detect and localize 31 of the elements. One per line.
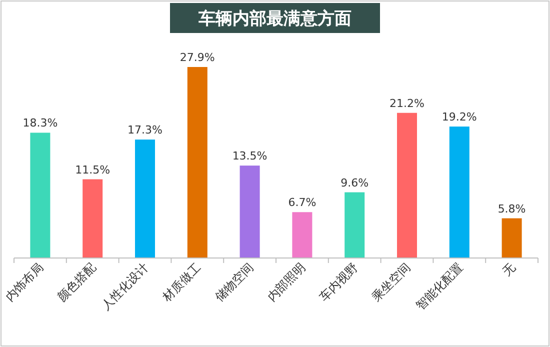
data-label: 13.5% — [232, 150, 268, 163]
chart-title: 车辆内部最满意方面 — [198, 9, 352, 29]
data-label: 27.9% — [180, 51, 215, 64]
data-label: 19.2% — [442, 110, 477, 124]
data-label: 11.5% — [75, 163, 110, 176]
x-tick-label: 内部照明 — [264, 260, 308, 304]
x-tick-label: 人性化设计 — [98, 260, 152, 313]
x-tick-label: 储物空间 — [212, 260, 256, 304]
x-tick-label: 内饰布局 — [2, 260, 46, 304]
x-tick-label: 智能化配置 — [413, 260, 466, 313]
bar — [344, 192, 365, 258]
data-label: 17.3% — [128, 124, 162, 137]
data-label: 5.8% — [498, 202, 526, 216]
data-label: 21.2% — [390, 96, 424, 110]
x-tick-label: 无 — [500, 260, 518, 279]
bar — [82, 179, 103, 258]
x-tick-label: 车内视野 — [316, 260, 361, 304]
bar — [187, 67, 208, 258]
bar — [135, 140, 155, 258]
bar — [292, 212, 312, 258]
bar — [449, 126, 470, 258]
x-tick-label: 乘坐空间 — [369, 260, 414, 304]
data-label: 18.3% — [22, 116, 58, 130]
x-tick-label: 颜色搭配 — [54, 260, 99, 304]
bar — [30, 132, 50, 258]
bar — [240, 166, 260, 258]
data-label: 9.6% — [340, 176, 369, 190]
bar — [502, 218, 522, 258]
x-tick-label: 材质做工 — [158, 260, 204, 305]
bar — [397, 112, 417, 258]
data-label: 6.7% — [288, 196, 316, 210]
